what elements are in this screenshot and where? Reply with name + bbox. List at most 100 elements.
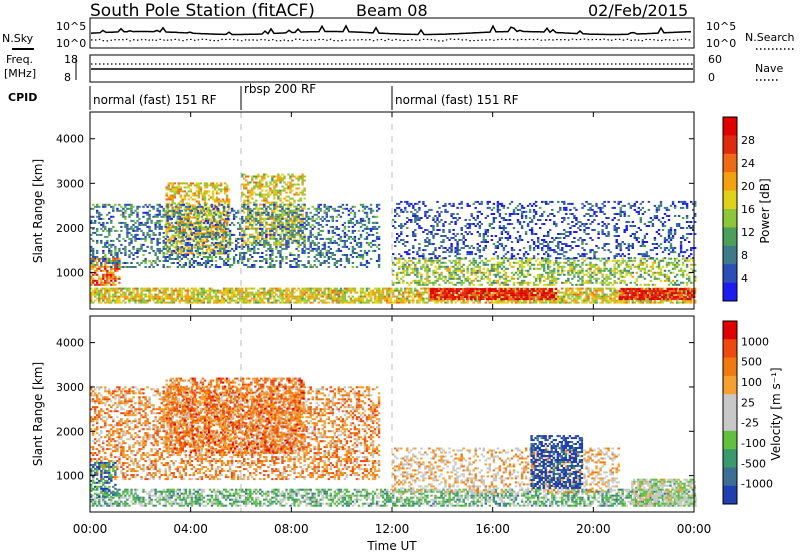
power-cell xyxy=(181,246,183,248)
power-cell xyxy=(263,194,265,196)
power-cell xyxy=(273,232,275,234)
power-cell xyxy=(104,296,106,298)
power-cell xyxy=(98,300,100,302)
power-cell xyxy=(283,190,285,192)
power-cell xyxy=(167,290,169,292)
power-cell xyxy=(227,204,229,206)
power-cell xyxy=(215,228,217,230)
power-cell xyxy=(534,294,536,296)
power-cell xyxy=(229,238,231,240)
power-cell xyxy=(215,264,217,266)
power-cell xyxy=(301,192,303,194)
power-cell xyxy=(263,178,265,180)
power-cell xyxy=(283,210,285,212)
power-cell xyxy=(245,264,247,266)
power-cell xyxy=(193,266,195,268)
power-cell xyxy=(261,266,263,268)
power-cell xyxy=(185,218,187,220)
power-cell xyxy=(671,294,673,296)
power-cell xyxy=(412,292,414,294)
power-cell xyxy=(136,262,138,264)
power-cell xyxy=(205,252,207,254)
power-cell xyxy=(222,199,224,201)
power-cell xyxy=(565,290,567,292)
power-cell xyxy=(398,292,400,294)
power-cell xyxy=(146,222,148,224)
power-cell xyxy=(241,216,243,218)
power-cell xyxy=(303,264,305,266)
power-cell xyxy=(348,296,350,298)
power-cell xyxy=(247,300,249,302)
power-cell xyxy=(577,302,579,304)
power-cell xyxy=(293,302,295,304)
power-cell xyxy=(685,298,687,300)
power-cell xyxy=(217,296,219,298)
power-cell xyxy=(273,292,275,294)
power-cell xyxy=(124,248,126,250)
power-cell xyxy=(265,236,267,238)
power-cell xyxy=(466,294,468,296)
power-cell xyxy=(159,238,161,240)
power-cell xyxy=(173,242,175,244)
power-cell xyxy=(585,302,587,304)
power-cell xyxy=(500,288,502,290)
power-cell xyxy=(589,290,591,292)
power-cell xyxy=(120,210,122,212)
power-cell xyxy=(281,224,283,226)
power-cell xyxy=(156,214,158,216)
power-cell xyxy=(645,288,647,290)
power-cell xyxy=(273,206,275,208)
power-cell xyxy=(213,220,215,222)
power-cell xyxy=(233,296,235,298)
power-cell xyxy=(120,302,122,304)
power-cell xyxy=(301,242,303,244)
power-cell xyxy=(156,238,158,240)
power-cell xyxy=(205,292,207,294)
power-cell xyxy=(148,300,150,302)
power-cell xyxy=(130,210,132,212)
power-cell xyxy=(183,234,185,236)
power-cell xyxy=(597,294,599,296)
power-cell xyxy=(126,232,128,234)
power-cell xyxy=(235,216,237,218)
power-cell xyxy=(279,242,281,244)
power-cell xyxy=(114,248,116,250)
power-cell xyxy=(217,242,219,244)
power-cell xyxy=(226,223,228,225)
power-cell xyxy=(303,218,305,220)
power-cell xyxy=(275,186,277,188)
power-cell xyxy=(136,230,138,232)
power-cell xyxy=(215,236,217,238)
power-cell xyxy=(263,288,265,290)
power-cell xyxy=(199,298,201,300)
power-cell xyxy=(571,288,573,290)
power-cell xyxy=(195,228,197,230)
power-cell xyxy=(482,292,484,294)
power-cell xyxy=(136,214,138,216)
power-cell xyxy=(251,234,253,236)
power-cell xyxy=(130,240,132,242)
power-cell xyxy=(197,210,199,212)
power-cell xyxy=(255,206,257,208)
power-cell xyxy=(281,222,283,224)
power-cell xyxy=(224,192,226,194)
power-cell xyxy=(625,288,627,290)
power-cell xyxy=(233,294,235,296)
power-cell xyxy=(161,296,163,298)
power-cell xyxy=(128,250,130,252)
power-cell xyxy=(551,288,553,290)
power-cell xyxy=(112,290,114,292)
power-cell xyxy=(187,238,189,240)
power-cell xyxy=(124,254,126,256)
power-cell xyxy=(173,258,175,260)
power-cell xyxy=(683,292,685,294)
power-cell xyxy=(203,256,205,258)
power-cell xyxy=(307,262,309,264)
power-cell xyxy=(108,282,110,284)
power-cell xyxy=(575,300,577,302)
power-cell xyxy=(156,288,158,290)
power-cell xyxy=(263,294,265,296)
power-cell xyxy=(100,214,102,216)
power-cell xyxy=(251,198,253,200)
power-cell xyxy=(338,292,340,294)
